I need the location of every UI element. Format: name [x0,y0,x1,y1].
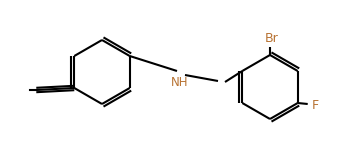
Text: NH: NH [171,76,189,89]
Text: Br: Br [265,32,279,45]
Text: F: F [312,98,319,111]
